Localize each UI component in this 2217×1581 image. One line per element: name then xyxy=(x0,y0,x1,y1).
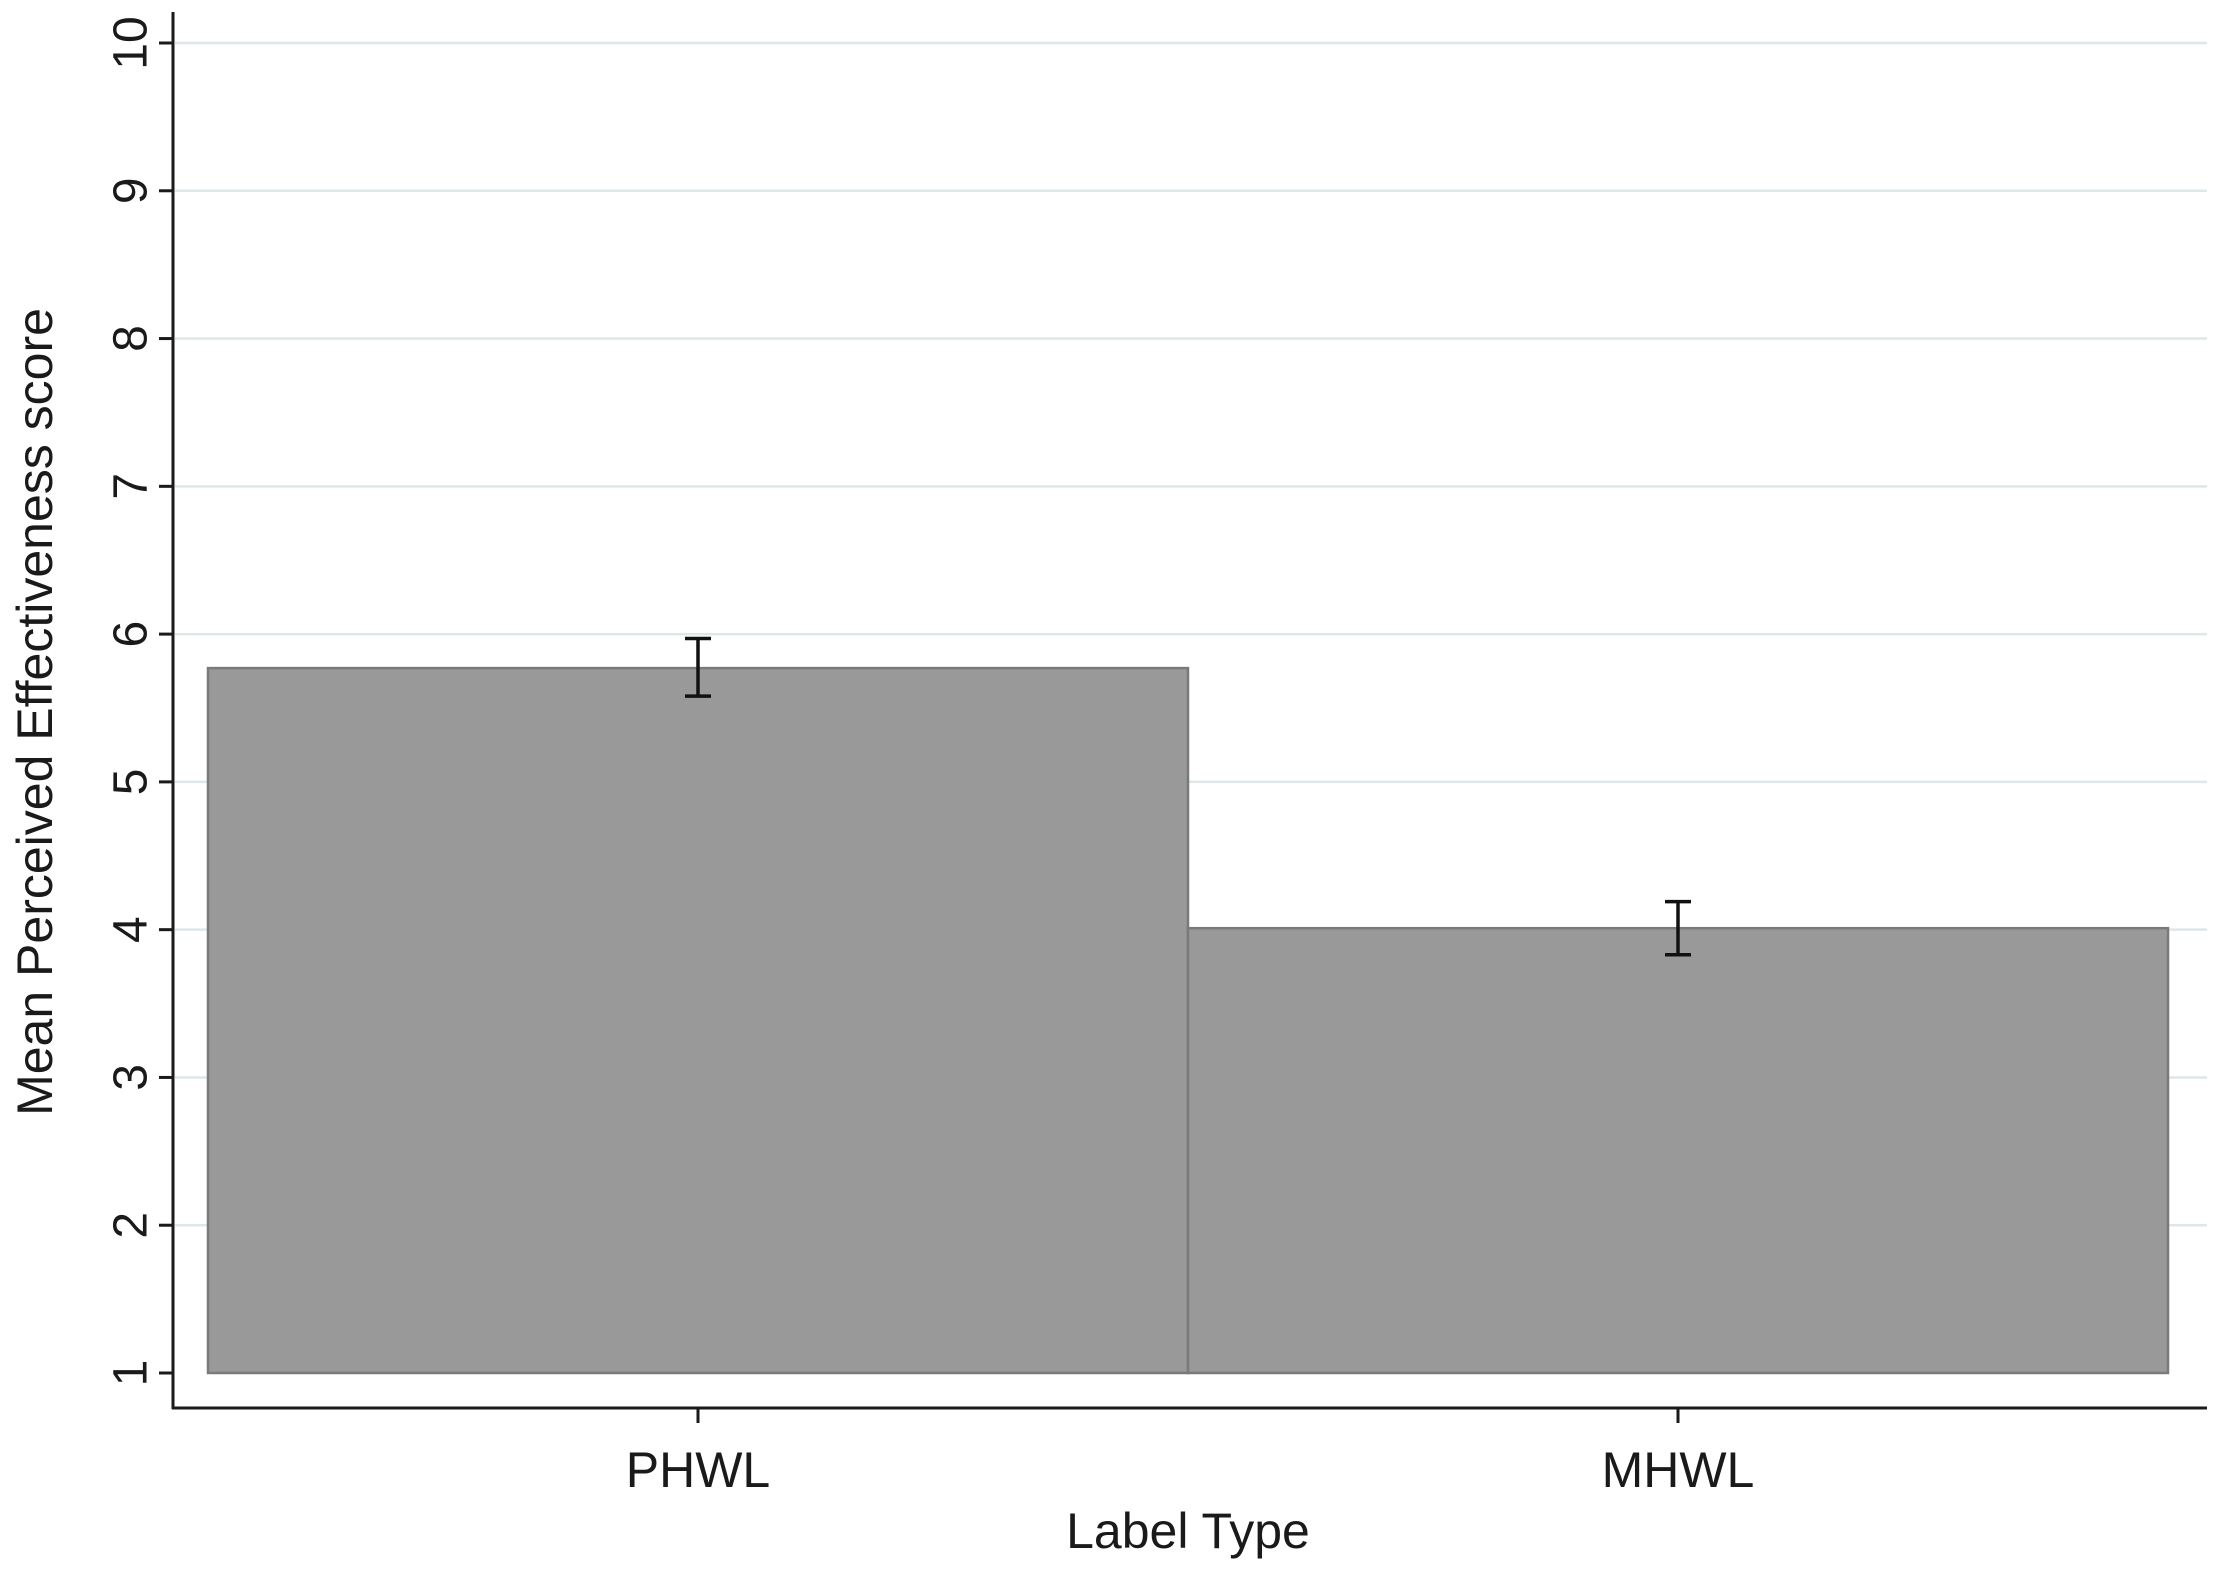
y-axis-label: Mean Perceived Effectiveness score xyxy=(7,308,63,1116)
y-tick-label: 8 xyxy=(104,325,157,352)
bars xyxy=(206,666,2170,1375)
y-tick-label: 3 xyxy=(104,1064,157,1091)
y-tick-label: 10 xyxy=(104,16,157,69)
y-ticks: 1 2 3 4 5 6 7 8 9 10 xyxy=(104,16,173,1386)
x-tick-label: PHWL xyxy=(626,1442,770,1498)
y-tick-label: 6 xyxy=(104,621,157,648)
y-tick-label: 9 xyxy=(104,177,157,204)
error-bars xyxy=(685,636,1691,957)
x-tick-label: MHWL xyxy=(1602,1442,1755,1498)
y-tick-label: 4 xyxy=(104,916,157,943)
axes xyxy=(171,12,2207,1410)
x-axis-label: Label Type xyxy=(1066,1503,1310,1559)
y-tick-label: 2 xyxy=(104,1212,157,1239)
x-ticks: PHWL MHWL xyxy=(626,1409,1755,1498)
y-tick-label: 5 xyxy=(104,769,157,796)
bar-mhwl xyxy=(1186,926,2170,1375)
y-tick-label: 1 xyxy=(104,1360,157,1387)
bar-phwl xyxy=(206,666,1190,1375)
y-tick-label: 7 xyxy=(104,473,157,500)
